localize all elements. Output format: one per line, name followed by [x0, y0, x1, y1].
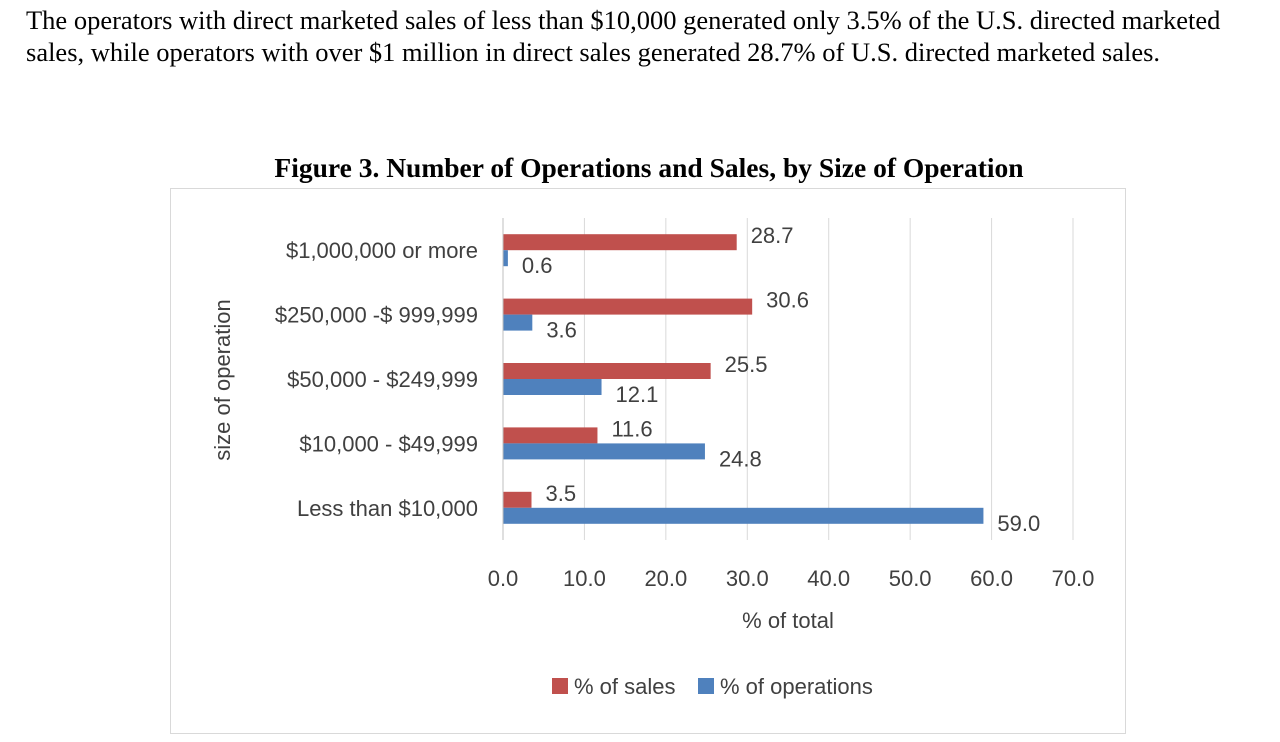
data-label-operations: 59.0 — [997, 511, 1040, 536]
data-label-operations: 3.6 — [546, 318, 577, 343]
legend-swatch-operations — [698, 678, 714, 694]
y-axis-title: size of operation — [210, 299, 235, 460]
chart-frame — [170, 188, 1126, 734]
bar-sales — [503, 491, 532, 508]
y-tick-label: $250,000 -$ 999,999 — [275, 303, 478, 328]
data-label-sales: 28.7 — [751, 223, 794, 248]
legend-label-sales: % of sales — [574, 674, 676, 699]
y-tick-label: $50,000 - $249,999 — [287, 367, 478, 392]
y-tick-label: $1,000,000 or more — [286, 238, 478, 263]
data-label-operations: 24.8 — [719, 446, 762, 471]
legend-label-operations: % of operations — [720, 674, 873, 699]
x-tick-label: 0.0 — [488, 566, 519, 591]
bar-sales — [503, 427, 598, 444]
data-label-sales: 11.6 — [611, 416, 652, 441]
data-label-sales: 25.5 — [725, 352, 768, 377]
bar-operations — [503, 314, 533, 331]
x-tick-label: 40.0 — [807, 566, 850, 591]
x-tick-label: 60.0 — [970, 566, 1013, 591]
bar-sales — [503, 363, 711, 379]
data-label-sales: 30.6 — [766, 288, 809, 313]
x-tick-label: 50.0 — [889, 566, 932, 591]
y-tick-label: Less than $10,000 — [297, 496, 478, 521]
x-tick-label: 70.0 — [1052, 566, 1095, 591]
bar-operations — [503, 250, 508, 267]
bar-operations — [503, 443, 705, 460]
bar-sales — [503, 234, 737, 251]
figure-title: Figure 3. Number of Operations and Sales… — [274, 152, 1024, 183]
intro-paragraph: The operators with direct marketed sales… — [26, 5, 1221, 67]
x-axis-title: % of total — [742, 608, 834, 633]
legend-swatch-sales — [552, 678, 568, 694]
bar-operations — [503, 507, 984, 524]
bar-sales — [503, 298, 753, 315]
data-label-operations: 12.1 — [616, 382, 659, 407]
x-tick-label: 10.0 — [563, 566, 606, 591]
bar-operations — [503, 379, 602, 395]
y-tick-label: $10,000 - $49,999 — [299, 431, 478, 456]
x-tick-label: 20.0 — [644, 566, 687, 591]
data-label-sales: 3.5 — [546, 481, 577, 506]
x-tick-label: 30.0 — [726, 566, 769, 591]
data-label-operations: 0.6 — [522, 253, 553, 278]
